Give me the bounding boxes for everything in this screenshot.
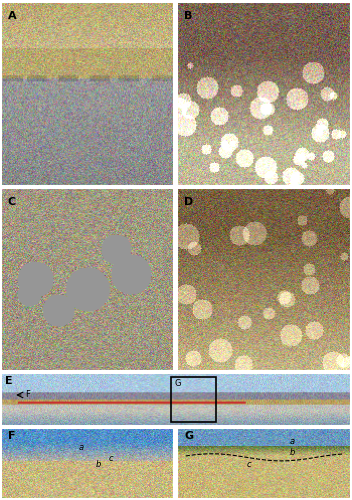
Text: E: E (5, 376, 13, 386)
Text: a: a (290, 437, 295, 446)
Text: F: F (8, 431, 15, 441)
Text: D: D (184, 197, 193, 207)
Bar (171, 377, 216, 422)
Text: G: G (184, 431, 193, 441)
Text: b: b (96, 460, 101, 469)
Text: a: a (79, 443, 84, 452)
Text: C: C (8, 197, 16, 207)
Text: F: F (25, 390, 30, 400)
Text: b: b (290, 448, 295, 457)
Text: A: A (8, 10, 17, 20)
Text: B: B (184, 10, 193, 20)
Text: G: G (174, 380, 181, 388)
Text: c: c (247, 460, 251, 469)
Text: c: c (108, 454, 113, 463)
